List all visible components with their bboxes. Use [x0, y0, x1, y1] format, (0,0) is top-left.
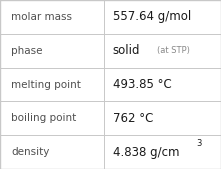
Text: 762 °C: 762 °C — [113, 112, 153, 125]
Text: 4.838 g/cm: 4.838 g/cm — [113, 146, 179, 159]
Text: solid: solid — [113, 44, 140, 57]
Text: 493.85 °C: 493.85 °C — [113, 78, 171, 91]
Text: 557.64 g/mol: 557.64 g/mol — [113, 10, 191, 23]
Text: (at STP): (at STP) — [157, 46, 190, 55]
Text: density: density — [11, 147, 50, 157]
Text: boiling point: boiling point — [11, 113, 76, 123]
Text: 3: 3 — [197, 139, 202, 149]
Text: molar mass: molar mass — [11, 12, 72, 22]
Text: phase: phase — [11, 46, 43, 56]
Text: melting point: melting point — [11, 79, 81, 90]
